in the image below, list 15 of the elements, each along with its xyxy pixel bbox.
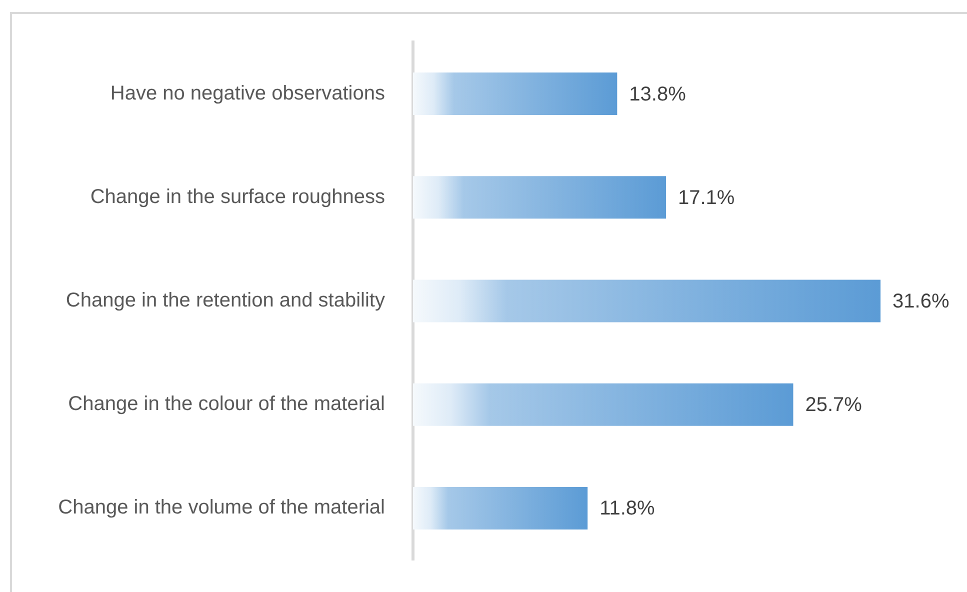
data-label: 13.8% (629, 83, 686, 106)
bar (413, 383, 794, 426)
data-label: 25.7% (805, 394, 862, 416)
bar (413, 72, 618, 116)
data-label: 11.8% (600, 498, 656, 520)
bar (413, 176, 666, 219)
data-label: 17.1% (678, 186, 735, 209)
y-tick-label: Change in the retention and stability (66, 290, 385, 312)
y-tick-label: Have no negative observations (110, 82, 385, 104)
bar (413, 280, 881, 322)
y-tick-label: Change in the surface roughness (90, 186, 385, 208)
y-tick-label: Change in the colour of the material (68, 393, 385, 416)
y-tick-label: Change in the volume of the material (58, 496, 385, 519)
bar (413, 486, 588, 530)
data-label: 31.6% (892, 290, 950, 313)
